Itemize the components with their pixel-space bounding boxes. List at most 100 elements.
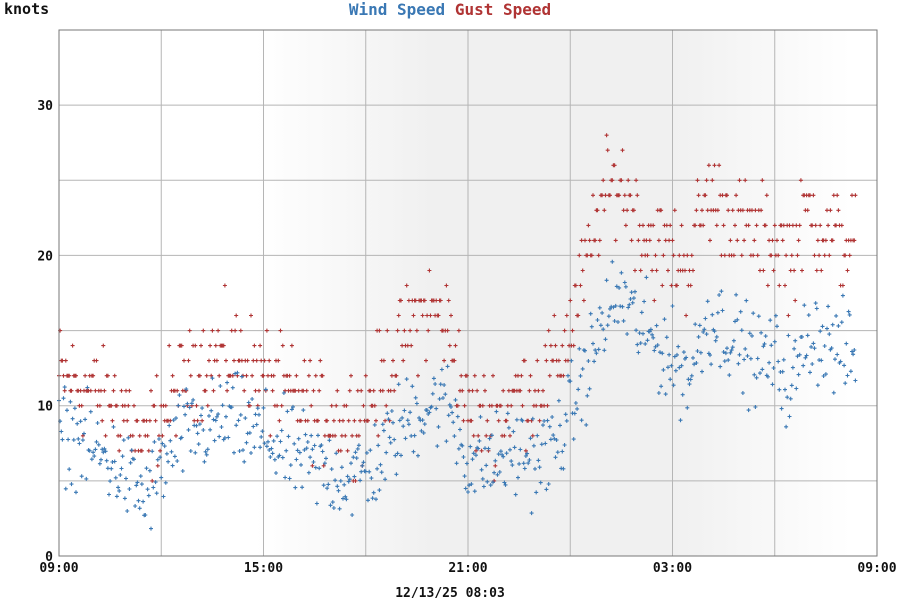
wind-speed-point — [84, 476, 89, 481]
gust-speed-point — [225, 388, 230, 393]
gust-speed-point — [411, 313, 416, 318]
wind-speed-point — [516, 475, 520, 480]
wind-speed-point — [697, 323, 702, 328]
wind-speed-point — [598, 323, 603, 328]
gust-speed-point — [280, 343, 285, 348]
wind-speed-point — [850, 349, 854, 354]
wind-speed-point — [161, 494, 166, 499]
wind-speed-point — [292, 441, 297, 446]
wind-speed-point — [243, 416, 248, 421]
gust-speed-point — [137, 433, 142, 438]
wind-speed-point — [616, 320, 620, 324]
gust-speed-point — [763, 223, 768, 228]
gust-speed-point — [259, 358, 264, 363]
wind-speed-point — [350, 513, 355, 517]
wind-speed-point — [644, 275, 649, 280]
wind-speed-point — [325, 486, 330, 491]
wind-speed-point — [564, 418, 569, 423]
wind-speed-point — [389, 409, 394, 413]
gust-speed-point — [814, 268, 819, 273]
wind-speed-point — [419, 428, 424, 433]
wind-speed-point — [337, 506, 342, 511]
wind-speed-point — [476, 446, 481, 451]
wind-speed-point — [605, 323, 610, 328]
gust-speed-point — [266, 373, 270, 378]
legend-gust-speed: Gust Speed — [455, 0, 551, 19]
x-tick-labels: 09:00 15:00 21:00 03:00 09:00 — [39, 561, 896, 576]
wind-speed-point — [96, 442, 101, 447]
wind-speed-point — [452, 434, 457, 439]
wind-speed-point — [437, 396, 442, 401]
wind-speed-point — [812, 346, 817, 351]
wind-speed-point — [87, 448, 92, 453]
gust-speed-point — [376, 433, 381, 438]
wind-speed-point — [477, 438, 482, 443]
wind-speed-point — [171, 418, 176, 423]
gust-speed-point — [719, 253, 724, 258]
wind-speed-point — [284, 448, 289, 453]
wind-speed-point — [819, 358, 824, 363]
night-shading — [255, 30, 851, 556]
gust-speed-point — [696, 193, 701, 198]
wind-speed-point — [503, 482, 508, 487]
gust-speed-point — [560, 343, 565, 348]
gust-speed-point — [63, 358, 68, 363]
gust-speed-point — [167, 343, 172, 348]
gust-speed-point — [160, 433, 165, 438]
gust-speed-point — [402, 328, 407, 333]
gust-speed-point — [91, 373, 96, 378]
wind-speed-point — [604, 278, 609, 283]
wind-speed-point — [509, 459, 514, 464]
gust-speed-point — [706, 163, 711, 168]
wind-speed-point — [236, 418, 241, 423]
gust-speed-point — [533, 388, 537, 393]
gust-speed-point — [111, 388, 116, 393]
gust-speed-point — [701, 223, 706, 228]
wind-speed-point — [793, 338, 798, 343]
gust-speed-point — [254, 358, 259, 363]
gust-speed-point — [224, 358, 228, 363]
wind-speed-point — [159, 475, 164, 480]
gust-speed-point — [163, 403, 168, 408]
wind-speed-point — [230, 385, 235, 390]
wind-speed-point — [150, 449, 155, 454]
wind-speed-point — [468, 444, 473, 449]
wind-speed-point — [608, 306, 612, 311]
wind-speed-point — [619, 270, 624, 275]
y-tick-label: 20 — [37, 249, 53, 264]
gust-speed-point — [408, 328, 413, 333]
wind-speed-point — [514, 417, 519, 422]
wind-speed-point — [122, 496, 127, 501]
wind-speed-point — [780, 369, 785, 374]
wind-speed-point — [769, 343, 774, 348]
wind-speed-point — [471, 451, 476, 456]
gust-speed-point — [471, 433, 476, 438]
wind-speed-point — [466, 490, 470, 494]
wind-speed-point — [596, 347, 601, 352]
wind-speed-point — [520, 418, 525, 423]
gust-speed-point — [158, 448, 163, 453]
wind-speed-point — [271, 438, 276, 443]
wind-speed-point — [643, 341, 648, 346]
gust-speed-point — [725, 193, 729, 198]
gust-speed-point — [839, 223, 844, 228]
gust-speed-point — [635, 193, 640, 198]
wind-speed-point — [397, 418, 402, 423]
wind-speed-point — [498, 449, 503, 454]
wind-speed-point — [88, 409, 93, 414]
wind-speed-point — [414, 401, 419, 406]
gust-speed-point — [188, 373, 193, 378]
wind-speed-point — [753, 405, 758, 409]
wind-speed-point — [488, 483, 493, 488]
wind-speed-point — [720, 308, 725, 313]
wind-speed-point — [180, 469, 185, 473]
wind-speed-point — [450, 410, 455, 415]
gust-speed-point — [467, 388, 472, 393]
x-tick-label: 03:00 — [653, 561, 692, 576]
wind-speed-point — [633, 289, 637, 294]
wind-speed-point — [317, 466, 322, 471]
wind-speed-point — [694, 361, 699, 365]
wind-speed-point — [247, 430, 252, 435]
wind-speed-point — [478, 414, 483, 419]
wind-speed-point — [826, 304, 831, 309]
